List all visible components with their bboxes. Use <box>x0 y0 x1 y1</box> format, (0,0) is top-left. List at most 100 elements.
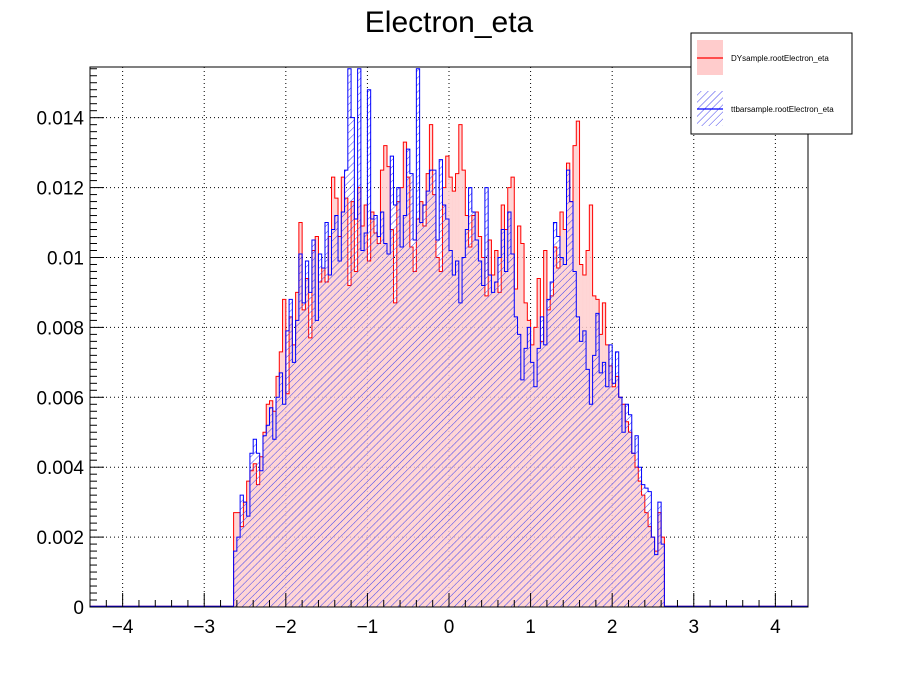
histogram-bin <box>484 187 489 607</box>
histogram-bin <box>442 205 447 607</box>
histogram-bin <box>393 205 398 607</box>
axes: −4 −3 −2 −1 0 1 2 3 4 0 0.002 0.004 0.006 0.008 0.01 0.… <box>36 68 809 638</box>
y-tick-label: 0.01 <box>47 248 84 269</box>
x-tick-label: −2 <box>275 617 297 638</box>
histogram-bin <box>501 229 505 607</box>
histogram-bin <box>331 229 336 607</box>
histogram-bin <box>638 467 642 607</box>
histogram-bin <box>533 386 538 607</box>
histogram-bin <box>661 544 665 607</box>
chart-title: Electron_eta <box>365 6 534 39</box>
histogram-bin <box>641 484 646 607</box>
histogram-bin <box>537 348 541 607</box>
histogram-bin <box>458 302 463 607</box>
histogram-bin <box>615 351 620 607</box>
x-tick-label: 3 <box>688 617 699 638</box>
histogram-bin <box>608 344 613 607</box>
histogram-bin <box>449 250 453 607</box>
histogram-bin <box>628 414 633 607</box>
histogram-bin <box>256 453 261 607</box>
histogram-bin <box>272 439 277 607</box>
histogram-bin <box>276 397 280 607</box>
histogram-bin <box>599 372 603 607</box>
histogram-bin <box>246 516 251 607</box>
histogram-bin <box>657 502 662 607</box>
histogram-bin <box>563 264 567 607</box>
histogram-bin <box>644 488 649 607</box>
series-layer <box>90 68 808 608</box>
legend-label: DYsample.rootElectron_eta <box>731 54 829 63</box>
histogram-bin <box>576 316 580 607</box>
histogram-bin <box>631 453 636 607</box>
histogram-bin <box>612 383 616 607</box>
histogram-bin <box>334 215 339 607</box>
histogram-bin <box>354 219 358 608</box>
histogram-bin <box>289 299 293 607</box>
histogram-bin <box>347 68 352 608</box>
histogram-bin <box>592 355 597 607</box>
histogram-bin <box>364 233 368 608</box>
histogram-bin <box>279 372 283 607</box>
histogram-bin <box>455 260 460 607</box>
histogram-bin <box>468 187 473 607</box>
histogram-bin <box>579 341 584 607</box>
histogram-bin <box>269 407 274 607</box>
histogram-bin <box>344 170 349 607</box>
histogram-bin <box>324 222 329 607</box>
histogram-bin <box>416 68 420 608</box>
histogram-bin <box>488 274 492 607</box>
histogram-bin <box>396 187 401 607</box>
histogram-bin <box>595 313 600 607</box>
histogram-bin <box>409 173 414 608</box>
histogram-bin <box>654 554 659 607</box>
histogram-bin <box>357 68 362 608</box>
histogram-bin <box>589 404 593 607</box>
histogram-bin <box>403 215 407 607</box>
x-tick-label: −3 <box>193 617 215 638</box>
histogram-bin <box>426 191 430 607</box>
histogram-bin <box>517 334 522 607</box>
histogram-bin <box>351 117 355 607</box>
histogram-bin <box>465 229 469 607</box>
histogram-bin <box>406 149 411 607</box>
histogram-bin <box>445 219 450 608</box>
histogram-bin <box>582 330 587 607</box>
y-tick-label: 0.008 <box>36 318 84 339</box>
y-tick-label: 0.002 <box>36 528 84 549</box>
histogram-bin <box>377 236 381 607</box>
histogram-bin <box>566 170 571 607</box>
histogram-bin <box>635 435 639 607</box>
histogram-bin <box>419 222 424 607</box>
histogram-bin <box>249 453 254 607</box>
histogram-bin <box>452 274 456 607</box>
histogram-bin <box>481 285 486 607</box>
histogram-bin <box>308 292 313 607</box>
histogram-bin <box>621 432 626 607</box>
histogram-bin <box>338 260 342 607</box>
series-2 <box>90 68 808 608</box>
histogram-bin <box>514 316 518 607</box>
histogram-bin <box>550 281 554 607</box>
x-tick-label: 2 <box>607 617 618 638</box>
x-tick-label: −4 <box>112 617 134 638</box>
histogram-bin <box>586 369 590 607</box>
histogram-bin <box>253 439 257 607</box>
x-tick-label: 4 <box>770 617 781 638</box>
x-tick-label: 0 <box>444 617 455 638</box>
histogram-bin <box>462 257 466 607</box>
histogram-bin <box>497 257 502 607</box>
histogram-outline <box>233 68 665 607</box>
histogram-bin <box>605 386 610 607</box>
histogram-bin <box>282 404 287 607</box>
histogram-bin <box>243 502 247 607</box>
histogram-bin <box>373 215 378 607</box>
histogram-bin <box>511 253 515 607</box>
histogram-bin <box>651 537 655 607</box>
histogram-bin <box>240 495 244 607</box>
histogram-bin <box>367 89 371 607</box>
histogram-bin <box>380 212 385 608</box>
x-tick-label: −1 <box>357 617 379 638</box>
histogram-bin <box>302 302 306 607</box>
histogram-bin <box>295 320 300 607</box>
